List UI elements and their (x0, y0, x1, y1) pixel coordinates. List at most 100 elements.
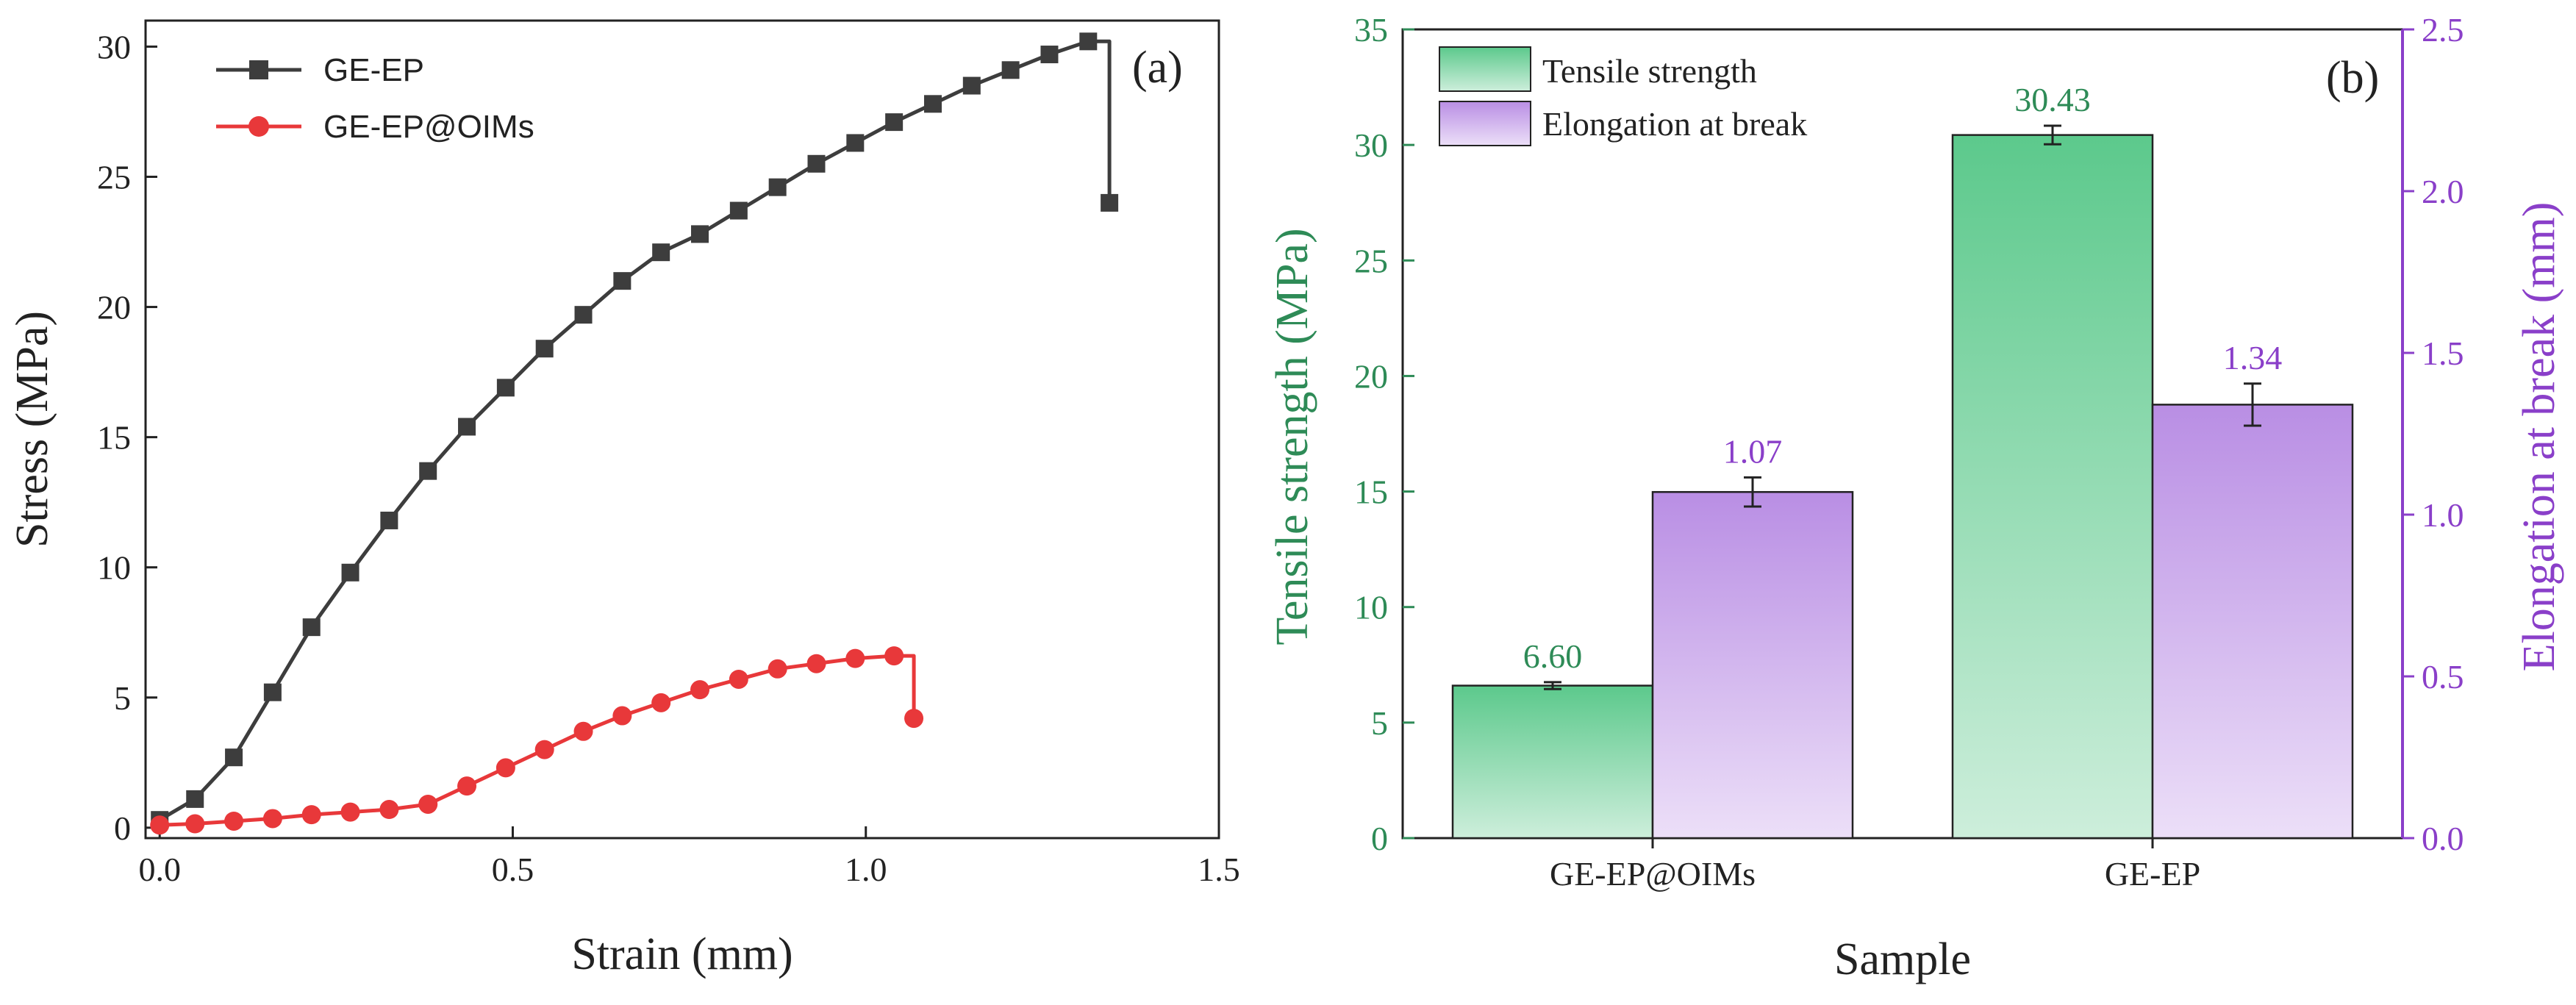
panel-label-b: (b) (2326, 53, 2379, 103)
right-y-tick-label: 2.0 (2422, 173, 2464, 210)
category-label: GE-EP@OIMs (1550, 855, 1756, 893)
left-y-tick-label: 25 (1354, 242, 1388, 279)
x-tick-label: 0.0 (138, 851, 181, 888)
data-point-oims (301, 805, 321, 825)
legend-swatch-elongation (1439, 101, 1531, 146)
legend-label-tensile: Tensile strength (1542, 52, 1757, 90)
bar-elongation (1651, 490, 1854, 840)
data-point-ge-ep (691, 225, 709, 243)
x-tick-label: 0.5 (492, 851, 534, 888)
data-point-ge-ep (885, 113, 904, 132)
data-point-ge-ep (263, 683, 282, 701)
data-point-ge-ep (768, 178, 787, 196)
data-point-ge-ep (1001, 61, 1020, 79)
data-point-ge-ep (380, 511, 398, 529)
data-point-ge-ep (613, 272, 632, 290)
left-y-tick-label: 15 (1354, 473, 1388, 511)
left-y-tick-label: 30 (1354, 126, 1388, 164)
data-point-ge-ep (807, 154, 826, 173)
right-y-axis-ticks: 0.0 0.5 1.0 1.5 2.0 2.5 (2403, 11, 2464, 857)
left-y-tick-label: 10 (1354, 589, 1388, 626)
data-point-oims (150, 815, 170, 835)
data-point-oims (845, 648, 865, 668)
category-label: GE-EP (2105, 855, 2200, 893)
right-y-tick-label: 1.5 (2422, 335, 2464, 372)
x-axis-ticks: 0.0 0.5 1.0 1.5 (138, 826, 1240, 888)
bar-tensile (1451, 684, 1654, 840)
data-point-ge-ep (419, 462, 437, 480)
y-tick-label: 25 (97, 158, 131, 196)
data-point-oims (729, 669, 748, 689)
data-point-oims (806, 654, 826, 673)
data-point-oims (904, 709, 924, 729)
right-y-axis-title: Elongation at break (mm) (2514, 202, 2564, 672)
data-label-elongation: 1.34 (2223, 339, 2283, 376)
panel-label-a: (a) (1132, 43, 1183, 93)
data-point-oims (534, 740, 554, 759)
plot-area-a (144, 19, 1220, 840)
data-point-ge-ep (574, 306, 593, 324)
left-y-tick-label: 35 (1354, 11, 1388, 49)
series-line-ge-ep (158, 39, 1112, 822)
data-point-ge-ep (1079, 32, 1098, 51)
y-tick-label: 20 (97, 289, 131, 326)
x-axis-ticks: GE-EP@OIMs GE-EP (1550, 838, 2200, 893)
data-point-ge-ep (225, 748, 243, 767)
right-y-tick-label: 1.0 (2422, 496, 2464, 534)
data-point-ge-ep (729, 201, 748, 220)
data-point-oims (884, 646, 904, 666)
bar-tensile (1951, 134, 2154, 840)
legend-label-oims: GE-EP@OIMs (323, 109, 534, 145)
legend-marker-oims (248, 116, 269, 137)
data-label-tensile: 30.43 (2014, 81, 2091, 118)
left-y-tick-label: 0 (1371, 820, 1388, 857)
data-point-ge-ep (652, 243, 670, 262)
data-point-ge-ep (1101, 193, 1119, 212)
data-point-ge-ep (458, 418, 476, 436)
left-y-axis-title: Tensile strength (MPa) (1267, 228, 1317, 645)
series-line-oims (160, 654, 916, 827)
data-point-ge-ep (962, 76, 981, 95)
legend-marker-ge-ep (249, 60, 268, 79)
right-y-tick-label: 0.0 (2422, 820, 2464, 857)
data-point-oims (495, 758, 515, 778)
data-label-tensile: 6.60 (1523, 637, 1583, 675)
data-point-ge-ep (496, 379, 515, 397)
data-point-oims (768, 659, 787, 679)
data-point-ge-ep (846, 134, 865, 152)
data-point-oims (690, 680, 710, 700)
data-point-ge-ep (535, 340, 554, 358)
x-axis-title: Strain (mm) (571, 929, 793, 979)
y-tick-label: 30 (97, 28, 131, 65)
y-tick-label: 10 (97, 549, 131, 587)
data-point-oims (418, 794, 438, 814)
data-point-oims (457, 776, 477, 796)
bars-group: 6.60 1.07 30.43 1.34 (1451, 81, 2354, 840)
right-y-tick-label: 0.5 (2422, 658, 2464, 695)
right-y-tick-label: 2.5 (2422, 11, 2464, 49)
data-point-oims (379, 800, 399, 820)
bar-elongation (2151, 404, 2354, 840)
left-y-tick-label: 5 (1371, 704, 1388, 742)
legend-swatch-tensile (1439, 46, 1531, 92)
data-point-oims (262, 809, 282, 829)
x-tick-label: 1.0 (845, 851, 887, 888)
series-group (150, 32, 1119, 835)
data-point-ge-ep (302, 618, 321, 637)
data-point-ge-ep (923, 95, 942, 113)
y-tick-label: 0 (114, 809, 131, 847)
x-tick-label: 1.5 (1198, 851, 1240, 888)
legend-label-ge-ep: GE-EP (323, 52, 424, 88)
data-point-oims (224, 811, 244, 831)
x-axis-title: Sample (1834, 934, 1971, 984)
data-point-oims (651, 693, 671, 712)
data-point-oims (185, 814, 205, 834)
legend-a: GE-EP GE-EP@OIMs (216, 52, 534, 145)
tensile-elongation-chart: 6.60 1.07 30.43 1.34 0 5 10 15 20 25 30 35 0.0 0.5 1… (1267, 11, 2564, 984)
legend-label-elongation: Elongation at break (1542, 105, 1807, 143)
stress-strain-chart: 0.0 0.5 1.0 1.5 0 5 10 15 20 25 30 Strain (mm) St… (7, 19, 1240, 979)
left-y-tick-label: 20 (1354, 357, 1388, 395)
legend-b: Tensile strength Elongation at break (1439, 46, 1807, 146)
data-point-oims (573, 721, 593, 741)
